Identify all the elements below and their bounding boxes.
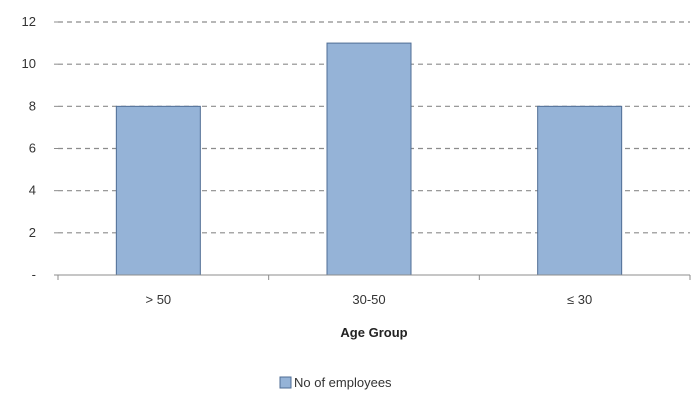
x-axis-ticks: > 50 30-50 ≤ 30 [57, 275, 691, 307]
legend: No of employees [279, 375, 392, 390]
y-tick-label: 6 [29, 141, 36, 156]
x-category-label: 30-50 [352, 292, 385, 307]
bar-0 [115, 105, 201, 276]
x-category-label: > 50 [145, 292, 171, 307]
y-tick-label: 10 [22, 56, 36, 71]
x-category-label: ≤ 30 [567, 292, 592, 307]
bar-2 [537, 105, 623, 276]
y-tick-label: - [32, 267, 36, 282]
legend-label: No of employees [294, 375, 392, 390]
bars [115, 42, 623, 276]
y-tick-label: 8 [29, 98, 36, 113]
y-tick-label: 4 [29, 183, 36, 198]
legend-swatch [279, 376, 292, 389]
y-axis-ticks: - 2 4 6 8 10 12 [22, 14, 58, 282]
y-tick-label: 2 [29, 225, 36, 240]
bar-1 [326, 42, 412, 276]
y-tick-label: 12 [22, 14, 36, 29]
x-axis-title: Age Group [340, 325, 407, 340]
